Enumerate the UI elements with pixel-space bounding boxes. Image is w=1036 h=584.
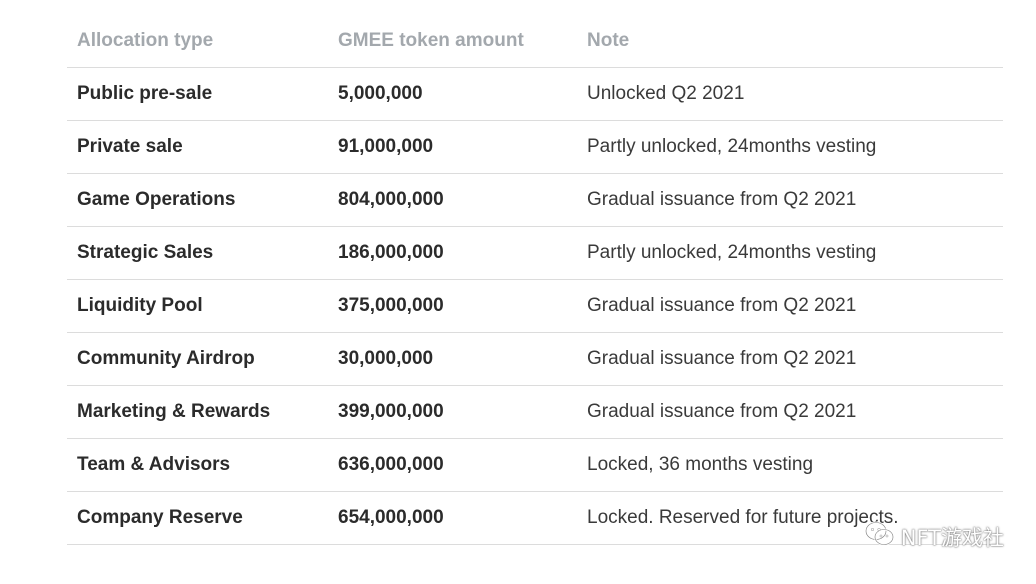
token-amount-cell: 804,000,000 xyxy=(328,173,577,227)
table-row: Private sale 91,000,000 Partly unlocked,… xyxy=(67,120,1003,174)
allocation-table-container: Allocation type GMEE token amount Note P… xyxy=(67,14,1003,545)
table-row: Community Airdrop 30,000,000 Gradual iss… xyxy=(67,332,1003,386)
header-note: Note xyxy=(577,14,1003,68)
allocation-type-cell: Liquidity Pool xyxy=(67,279,328,333)
watermark-text: NFT游戏社 xyxy=(900,525,1004,550)
table-row: Liquidity Pool 375,000,000 Gradual issua… xyxy=(67,279,1003,333)
token-amount-cell: 30,000,000 xyxy=(328,332,577,386)
token-amount-cell: 5,000,000 xyxy=(328,67,577,121)
token-amount-cell: 186,000,000 xyxy=(328,226,577,280)
note-cell: Partly unlocked, 24months vesting xyxy=(577,120,1003,174)
token-amount-cell: 91,000,000 xyxy=(328,120,577,174)
note-cell: Locked, 36 months vesting xyxy=(577,438,1003,492)
note-cell: Unlocked Q2 2021 xyxy=(577,67,1003,121)
token-amount-cell: 654,000,000 xyxy=(328,491,577,545)
allocation-type-cell: Team & Advisors xyxy=(67,438,328,492)
allocation-type-cell: Game Operations xyxy=(67,173,328,227)
note-cell: Gradual issuance from Q2 2021 xyxy=(577,332,1003,386)
table-row: Company Reserve 654,000,000 Locked. Rese… xyxy=(67,491,1003,545)
note-cell: Gradual issuance from Q2 2021 xyxy=(577,385,1003,439)
wechat-icon xyxy=(864,521,895,552)
header-token-amount: GMEE token amount xyxy=(328,14,577,68)
table-header-row: Allocation type GMEE token amount Note xyxy=(67,14,1003,68)
note-cell: Gradual issuance from Q2 2021 xyxy=(577,279,1003,333)
watermark: NFT游戏社 xyxy=(864,521,1004,552)
token-amount-cell: 399,000,000 xyxy=(328,385,577,439)
allocation-type-cell: Marketing & Rewards xyxy=(67,385,328,439)
token-amount-cell: 636,000,000 xyxy=(328,438,577,492)
note-cell: Locked. Reserved for future projects. xyxy=(577,491,1003,545)
allocation-type-cell: Company Reserve xyxy=(67,491,328,545)
table-row: Marketing & Rewards 399,000,000 Gradual … xyxy=(67,385,1003,439)
allocation-type-cell: Strategic Sales xyxy=(67,226,328,280)
table-row: Team & Advisors 636,000,000 Locked, 36 m… xyxy=(67,438,1003,492)
table-row: Game Operations 804,000,000 Gradual issu… xyxy=(67,173,1003,227)
note-cell: Partly unlocked, 24months vesting xyxy=(577,226,1003,280)
table-row: Strategic Sales 186,000,000 Partly unloc… xyxy=(67,226,1003,280)
note-cell: Gradual issuance from Q2 2021 xyxy=(577,173,1003,227)
header-allocation-type: Allocation type xyxy=(67,14,328,68)
allocation-table: Allocation type GMEE token amount Note P… xyxy=(67,14,1003,545)
allocation-type-cell: Public pre-sale xyxy=(67,67,328,121)
allocation-type-cell: Private sale xyxy=(67,120,328,174)
token-amount-cell: 375,000,000 xyxy=(328,279,577,333)
allocation-type-cell: Community Airdrop xyxy=(67,332,328,386)
table-row: Public pre-sale 5,000,000 Unlocked Q2 20… xyxy=(67,67,1003,121)
